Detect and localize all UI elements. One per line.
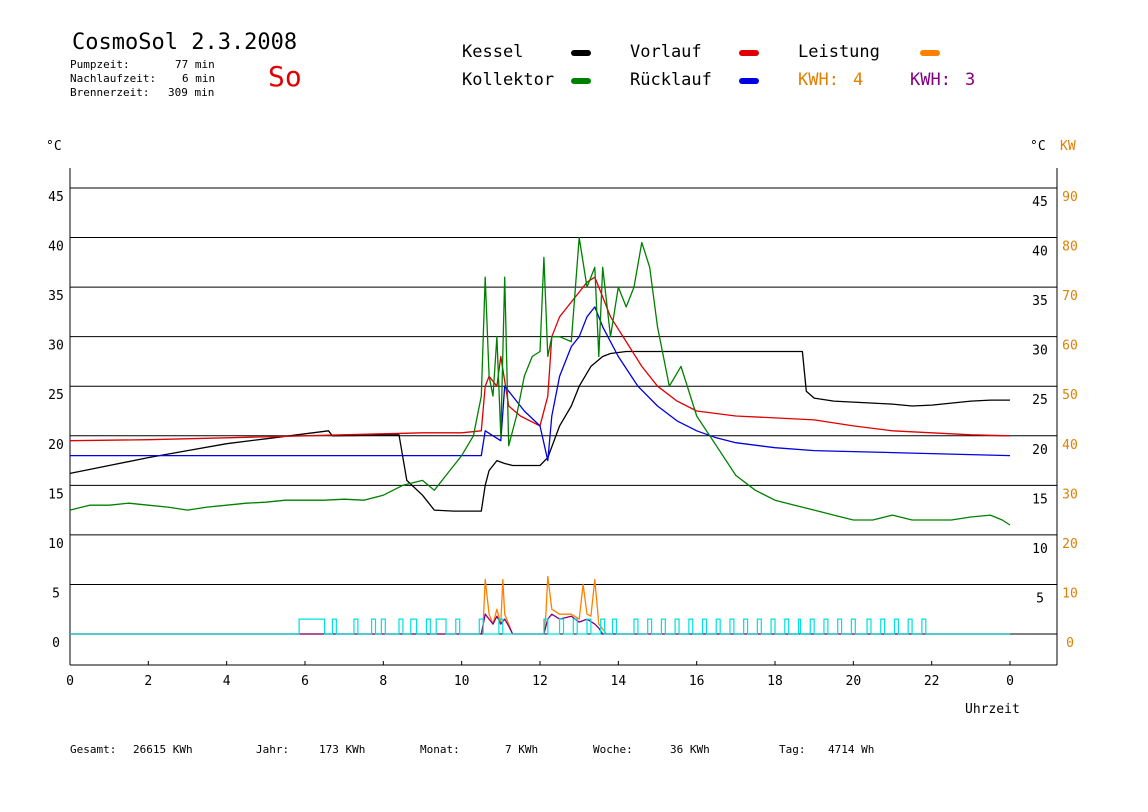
jahr-value: 173 KWh <box>319 743 366 756</box>
legend-kollektor: Kollektor <box>462 70 555 90</box>
y-right-kw-tick-label: 30 <box>1062 487 1078 502</box>
axes <box>69 168 1058 666</box>
brenner-value: 309 min <box>168 86 215 99</box>
tag-value: 4714 Wh <box>828 743 875 756</box>
y-right-kw-tick-label: 40 <box>1062 438 1078 453</box>
gesamt-value: 26615 KWh <box>133 743 193 756</box>
legend-kwh1-label: KWH: <box>798 70 839 90</box>
chart-title: CosmoSol 2.3.2008 <box>72 30 298 55</box>
series-kwh-3 <box>70 613 1010 635</box>
y-left-tick-label: 10 <box>48 537 64 552</box>
x-tick-label: 4 <box>223 674 231 689</box>
series-kollektor <box>69 236 1011 526</box>
y-right-tick-label: 10 <box>1032 542 1048 557</box>
pumpzeit-label: Pumpzeit: <box>70 58 130 71</box>
y-left-tick-label: 5 <box>52 586 60 601</box>
legend-kessel-swatch <box>571 50 591 56</box>
x-axis-label: Uhrzeit <box>965 702 1020 717</box>
x-tick-label: 10 <box>454 674 470 689</box>
legend-vorlauf-swatch <box>739 50 759 56</box>
x-tick-label: 8 <box>379 674 387 689</box>
y-left-tick-label: 25 <box>48 388 64 403</box>
y-right-kw-tick-label: 50 <box>1062 388 1078 403</box>
legend-kessel: Kessel <box>462 42 524 62</box>
y-right-kw-tick-label: 60 <box>1062 339 1078 354</box>
y-right-kw-tick-label: 70 <box>1062 289 1078 304</box>
series-lines <box>69 236 1011 635</box>
y-right-kw-tick-label: 0 <box>1066 636 1074 651</box>
y-left-tick-label: 35 <box>48 289 64 304</box>
y-right-kw-tick-label: 10 <box>1062 586 1078 601</box>
woche-value: 36 KWh <box>670 743 710 756</box>
legend-kwh2-label: KWH: <box>910 70 951 90</box>
legend-ruecklauf: Rücklauf <box>630 70 712 90</box>
y-right-kw-tick-label: 20 <box>1062 537 1078 552</box>
nachlauf-label: Nachlaufzeit: <box>70 72 157 85</box>
gesamt-label: Gesamt: <box>70 743 117 756</box>
series-vorlauf <box>69 276 1011 442</box>
monat-value: 7 KWh <box>505 743 539 756</box>
right-axis-unit-kw: KW <box>1060 139 1076 154</box>
y-right-kw-tick-label: 80 <box>1062 240 1078 255</box>
x-tick-label: 16 <box>689 674 705 689</box>
x-tick-label: 0 <box>66 674 74 689</box>
brenner-label: Brennerzeit: <box>70 86 150 99</box>
x-tick-label: 14 <box>611 674 627 689</box>
y-right-tick-label: 25 <box>1032 393 1048 408</box>
day-label: So <box>268 60 302 93</box>
legend-kwh2-value: 3 <box>965 70 976 90</box>
legend-leistung-swatch <box>920 50 940 56</box>
series-pumpe <box>70 618 1010 635</box>
tag-label: Tag: <box>779 743 806 756</box>
y-right-tick-label: 30 <box>1032 344 1048 359</box>
tick-labels: 0 2 4 6 8 10 12 14 16 18 20 22 0 0 5 10 15 20 25 30 35 40 45 5 1… <box>48 190 1078 689</box>
y-right-tick-label: 35 <box>1032 294 1048 309</box>
y-left-tick-label: 20 <box>48 438 64 453</box>
y-right-tick-label: 20 <box>1032 443 1048 458</box>
x-tick-label: 18 <box>767 674 783 689</box>
legend-kwh1-value: 4 <box>853 70 864 90</box>
y-left-tick-label: 45 <box>48 190 64 205</box>
grid-lines <box>70 187 1057 635</box>
y-left-tick-label: 30 <box>48 339 64 354</box>
jahr-label: Jahr: <box>256 743 290 756</box>
monat-label: Monat: <box>420 743 460 756</box>
nachlauf-value: 6 min <box>182 72 216 85</box>
y-left-tick-label: 15 <box>48 487 64 502</box>
right-axis-unit: °C <box>1030 139 1046 154</box>
x-tick-label: 22 <box>924 674 940 689</box>
y-right-tick-label: 45 <box>1032 195 1048 210</box>
x-tick-label: 20 <box>846 674 862 689</box>
woche-label: Woche: <box>593 743 633 756</box>
x-tick-label: 2 <box>144 674 152 689</box>
x-tick-label: 6 <box>301 674 309 689</box>
legend-ruecklauf-swatch <box>739 78 759 84</box>
legend-vorlauf: Vorlauf <box>630 42 702 62</box>
y-right-kw-tick-label: 90 <box>1062 190 1078 205</box>
left-axis-unit: °C <box>46 139 62 154</box>
series-leistung <box>70 575 1010 635</box>
legend-kollektor-swatch <box>571 78 591 84</box>
series-kessel <box>69 350 1010 512</box>
legend-leistung: Leistung <box>798 42 880 62</box>
y-right-tick-label: 40 <box>1032 245 1048 260</box>
y-right-tick-label: 5 <box>1036 591 1044 606</box>
y-left-tick-label: 0 <box>52 636 60 651</box>
x-tick-label: 12 <box>532 674 548 689</box>
x-tick-label: 0 <box>1006 674 1014 689</box>
y-left-tick-label: 40 <box>48 240 64 255</box>
pumpzeit-value: 77 min <box>175 58 215 71</box>
y-right-tick-label: 15 <box>1032 492 1048 507</box>
